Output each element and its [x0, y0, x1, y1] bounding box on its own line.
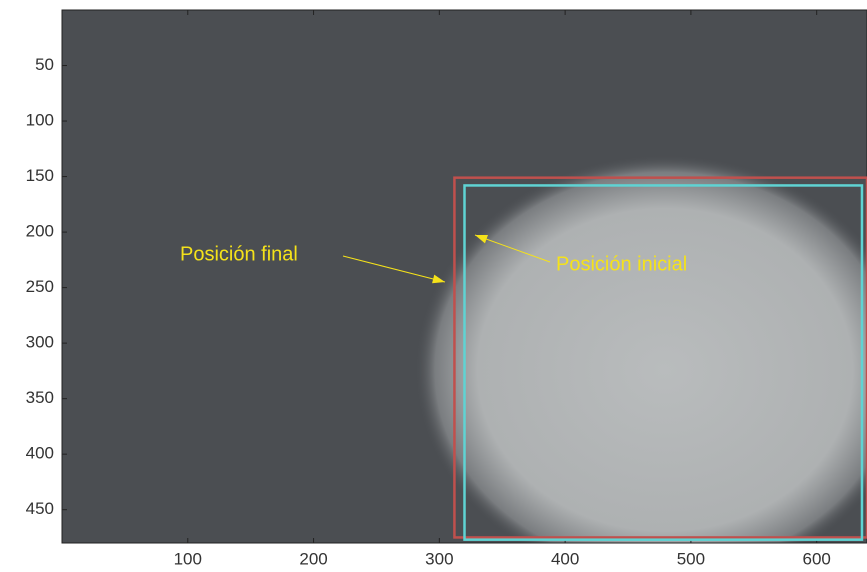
axes-frame [61, 9, 867, 544]
y-tick-label: 350 [26, 388, 54, 407]
y-tick-label: 200 [26, 222, 54, 241]
annotation: Posición inicial [556, 253, 687, 275]
bounding-box [453, 176, 867, 539]
x-tick-label: 400 [551, 549, 579, 568]
y-tick-label: 150 [26, 166, 54, 185]
arrow-head [475, 234, 488, 244]
arrow-head [432, 274, 445, 284]
y-tick-label: 100 [26, 111, 54, 130]
x-tick-label: 200 [299, 549, 327, 568]
arrow-line [474, 234, 551, 263]
y-tick-label: 50 [35, 55, 54, 74]
arrow-line [342, 255, 446, 283]
x-tick-label: 600 [803, 549, 831, 568]
y-tick-label: 400 [26, 444, 54, 463]
y-tick-label: 300 [26, 333, 54, 352]
x-tick-label: 300 [425, 549, 453, 568]
y-tick-label: 450 [26, 499, 54, 518]
x-tick-label: 500 [677, 549, 705, 568]
bounding-box [463, 184, 864, 541]
annotation: Posición final [180, 243, 298, 265]
x-tick-label: 100 [174, 549, 202, 568]
y-tick-label: 250 [26, 277, 54, 296]
